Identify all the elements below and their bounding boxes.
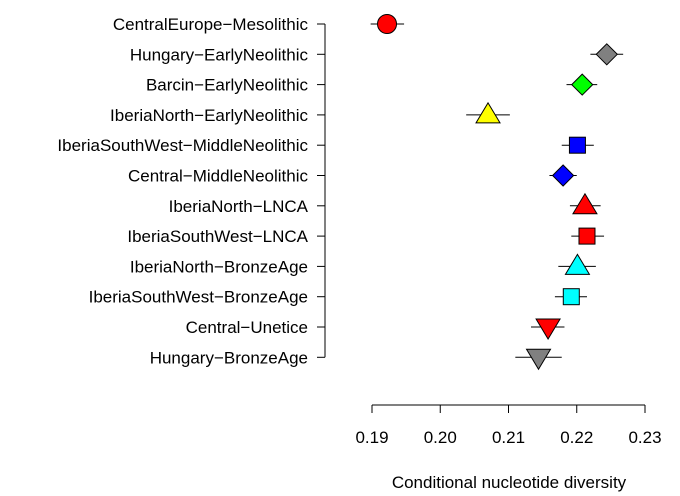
data-point (571, 73, 594, 96)
x-tick-label: 0.23 (628, 428, 661, 447)
y-tick-label: CentralEurope−Mesolithic (113, 15, 309, 34)
data-point (578, 227, 596, 245)
y-tick-label: IberiaNorth−BronzeAge (130, 257, 308, 276)
y-axis: CentralEurope−Mesolithic Hungary−EarlyNeo… (57, 15, 326, 367)
data-point (564, 253, 591, 275)
data-point (562, 288, 580, 306)
x-tick-label: 0.19 (355, 428, 388, 447)
point-markers (377, 14, 618, 371)
x-tick-label: 0.20 (424, 428, 457, 447)
y-tick-label: IberiaSouthWest−BronzeAge (89, 288, 308, 307)
y-tick-label: IberiaNorth−EarlyNeolithic (110, 106, 308, 125)
data-point (525, 348, 552, 371)
data-point (475, 101, 501, 124)
x-axis-label: Conditional nucleotide diversity (392, 473, 627, 492)
data-point (377, 14, 398, 34)
error-bars (370, 23, 624, 358)
y-tick-label: IberiaNorth−LNCA (169, 197, 309, 216)
y-tick-label: Barcin−EarlyNeolithic (146, 76, 309, 95)
data-point (595, 43, 618, 66)
y-tick-label: Hungary−EarlyNeolithic (130, 45, 309, 64)
data-point (551, 164, 575, 187)
x-tick-label: 0.21 (492, 428, 525, 447)
y-tick-label: Central−Unetice (186, 318, 308, 337)
y-tick-label: Central−MiddleNeolithic (128, 167, 309, 186)
data-point (568, 136, 586, 154)
y-tick-label: Hungary−BronzeAge (150, 348, 308, 367)
data-point (572, 192, 598, 215)
x-axis: 0.19 0.20 0.21 0.22 0.23 (355, 404, 662, 447)
y-tick-label: IberiaSouthWest−MiddleNeolithic (57, 136, 308, 155)
data-point (535, 318, 561, 340)
x-tick-label: 0.22 (560, 428, 593, 447)
y-tick-label: IberiaSouthWest−LNCA (127, 227, 308, 246)
